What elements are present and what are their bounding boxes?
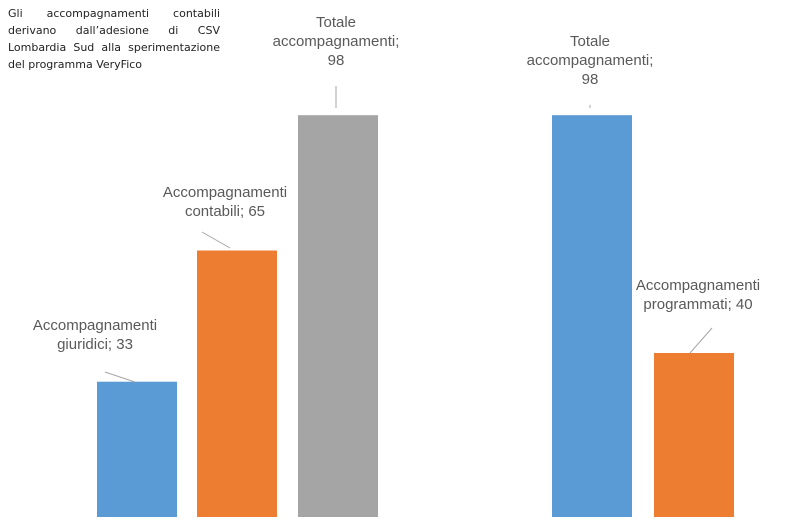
chart1-leader-line-2 bbox=[201, 231, 231, 249]
chart1-data-label-2: Accompagnamenti contabili; 65 bbox=[163, 184, 287, 220]
chart2-data-label-1: Totale accompagnamenti; 98 bbox=[527, 33, 654, 88]
chart1-leader-line-1 bbox=[104, 371, 136, 383]
chart1-bar-2 bbox=[197, 250, 277, 517]
chart-note: Gli accompagnamenti contabili derivano d… bbox=[8, 7, 220, 71]
chart1-bar-3 bbox=[298, 115, 378, 517]
chart2-bar-2 bbox=[654, 353, 734, 517]
chart1-data-label-1: Accompagnamenti giuridici; 33 bbox=[33, 317, 157, 353]
chart2-data-label-2: Accompagnamenti programmati; 40 bbox=[636, 277, 760, 313]
chart2-leader-line-2 bbox=[689, 327, 713, 354]
chart1-bar-1 bbox=[97, 381, 177, 517]
chart1-data-label-3: Totale accompagnamenti; 98 bbox=[273, 14, 400, 69]
chart2-bar-1 bbox=[552, 115, 632, 517]
